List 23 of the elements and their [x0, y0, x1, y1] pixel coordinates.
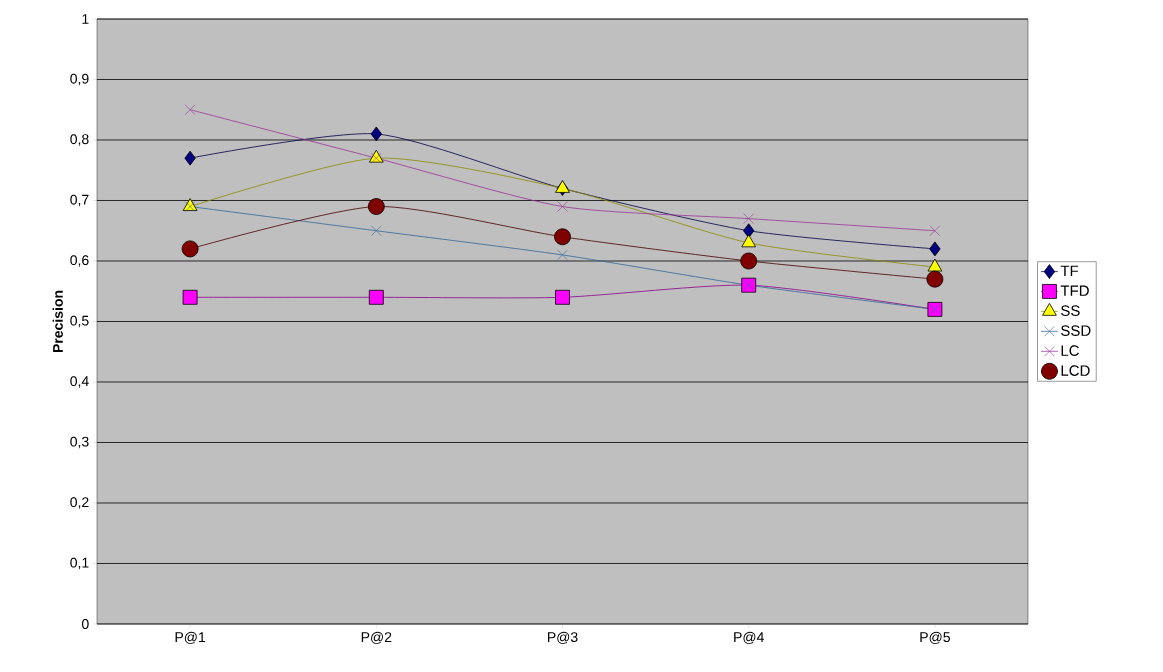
y-tick-label: 0,1 [70, 557, 89, 570]
legend-label: TF [1060, 265, 1079, 277]
x-tick-label: P@4 [734, 631, 764, 644]
y-tick-label: 0 [81, 619, 89, 629]
y-tick-label: 0,3 [70, 436, 89, 449]
legend-label: SS [1061, 305, 1080, 316]
legend-label: LC [1061, 345, 1079, 356]
y-tick-label: 0,7 [70, 194, 89, 207]
x-tick-label: P@3 [547, 631, 578, 644]
y-axis-title: Precision [52, 290, 63, 353]
y-tick-label: 0,4 [70, 376, 89, 388]
x-tick-label: P@5 [920, 631, 950, 644]
legend-label: LCD [1061, 365, 1090, 376]
y-tick-label: 0,2 [70, 497, 89, 509]
y-tick-label: 0,5 [70, 315, 89, 328]
y-tick-label: 0,6 [70, 255, 89, 267]
y-tick-label: 1 [82, 14, 89, 24]
y-tick-label: 0,8 [70, 134, 89, 146]
legend-label: TFD [1060, 285, 1089, 296]
legend-label: SSD [1061, 325, 1091, 336]
y-tick-label: 0,9 [70, 73, 89, 86]
x-tick-label: P@2 [361, 631, 392, 644]
x-tick-label: P@1 [175, 631, 206, 644]
